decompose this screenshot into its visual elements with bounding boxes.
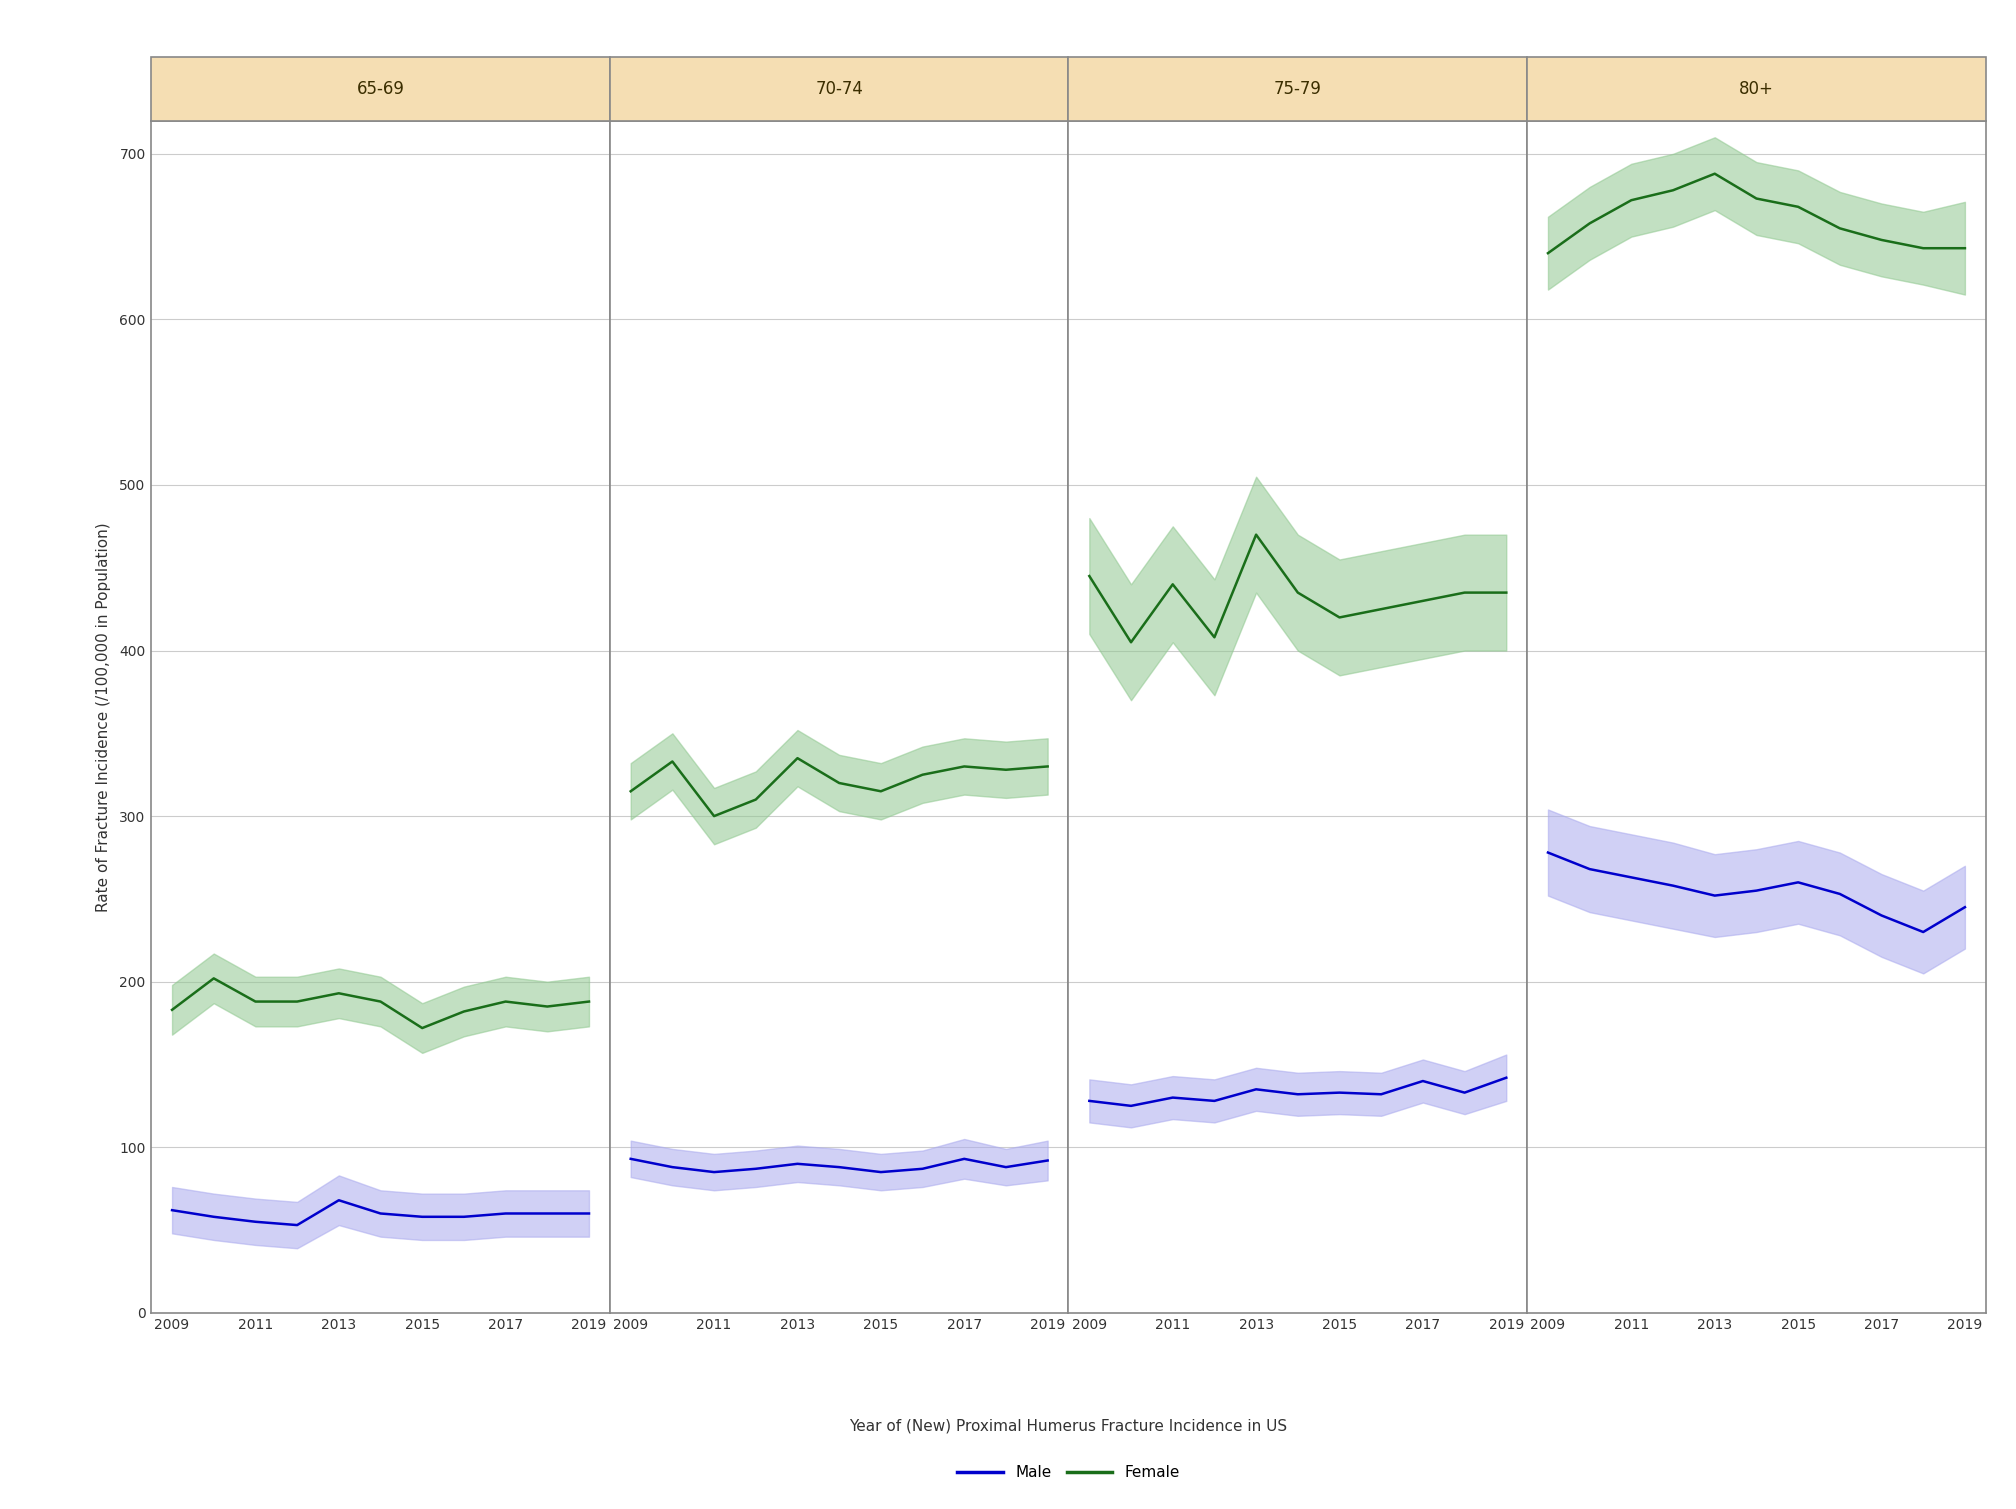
Y-axis label: Rate of Fracture Incidence (/100,000 in Population): Rate of Fracture Incidence (/100,000 in … <box>97 522 111 911</box>
Text: 75-79: 75-79 <box>1274 80 1322 98</box>
Text: 80+: 80+ <box>1740 80 1774 98</box>
Text: Year of (New) Proximal Humerus Fracture Incidence in US: Year of (New) Proximal Humerus Fracture … <box>849 1418 1288 1434</box>
Legend: Male, Female: Male, Female <box>952 1459 1185 1486</box>
Text: 65-69: 65-69 <box>357 80 405 98</box>
Text: 70-74: 70-74 <box>814 80 863 98</box>
